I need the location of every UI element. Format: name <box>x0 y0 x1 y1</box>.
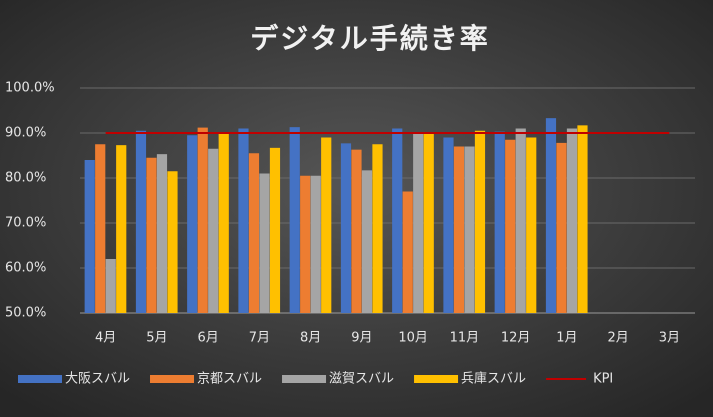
bar <box>135 130 147 313</box>
bar <box>167 171 178 313</box>
legend-label: 兵庫スバル <box>461 372 526 387</box>
bar <box>289 127 300 314</box>
bar <box>238 128 249 313</box>
legend-swatch <box>150 375 195 383</box>
bar <box>95 144 106 313</box>
bar <box>464 146 475 313</box>
bar <box>321 137 332 313</box>
x-tick-label: 2月 <box>607 331 628 346</box>
legend-swatch <box>18 375 62 383</box>
bar <box>453 146 465 313</box>
bar <box>515 128 526 313</box>
x-tick-label: 6月 <box>197 331 218 346</box>
bar <box>402 191 413 313</box>
x-tick-label: 9月 <box>351 331 372 346</box>
x-tick-label: 8月 <box>300 331 321 346</box>
y-tick-label: 50.0% <box>5 306 46 321</box>
bar <box>423 133 434 313</box>
x-tick-label: 12月 <box>501 331 531 346</box>
bar <box>474 130 486 313</box>
bar <box>105 259 116 313</box>
x-tick-label: 1月 <box>556 331 577 346</box>
bar <box>146 157 157 313</box>
x-tick-label: 5月 <box>146 331 167 346</box>
bar <box>156 154 168 313</box>
bar <box>197 127 208 313</box>
bar <box>310 175 321 313</box>
bar <box>413 133 424 313</box>
bar <box>494 131 505 313</box>
legend-label: KPI <box>593 372 613 387</box>
bar <box>392 128 403 313</box>
x-tick-label: 4月 <box>95 331 116 346</box>
bar <box>372 144 383 313</box>
bar <box>269 147 281 313</box>
legend-label: 京都スバル <box>197 372 262 387</box>
bar <box>351 149 362 313</box>
bar <box>443 137 454 313</box>
x-tick-label: 11月 <box>450 331 480 346</box>
bar <box>545 118 557 314</box>
bar <box>505 139 516 313</box>
x-tick-label: 7月 <box>249 331 270 346</box>
bar <box>84 160 95 313</box>
legend-swatch <box>414 375 459 383</box>
bar <box>566 128 578 313</box>
bar <box>556 142 567 313</box>
bar <box>340 143 352 313</box>
bar <box>259 173 270 313</box>
bar <box>577 125 588 313</box>
bar <box>116 145 127 313</box>
y-tick-label: 60.0% <box>5 261 46 276</box>
legend-label: 大阪スバル <box>65 372 130 387</box>
bar <box>526 137 537 313</box>
bar <box>248 153 260 313</box>
bar <box>300 175 311 313</box>
y-tick-label: 90.0% <box>5 126 46 141</box>
y-tick-label: 100.0% <box>5 81 55 96</box>
chart-title: デジタル手続き率 <box>250 22 489 55</box>
y-tick-label: 80.0% <box>5 171 46 186</box>
legend-label: 滋賀スバル <box>329 372 394 387</box>
bar <box>218 133 229 313</box>
x-tick-label: 10月 <box>398 331 428 346</box>
x-tick-label: 3月 <box>659 331 680 346</box>
bar <box>361 170 373 313</box>
legend-swatch <box>282 375 327 383</box>
bar <box>187 135 198 313</box>
bar <box>208 148 219 313</box>
y-tick-label: 70.0% <box>5 216 46 231</box>
